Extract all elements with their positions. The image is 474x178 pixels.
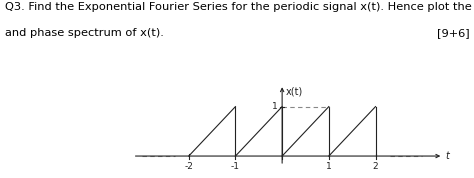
Text: -2: -2 [184, 163, 193, 171]
Text: t: t [446, 151, 449, 161]
Text: [9+6]: [9+6] [437, 28, 469, 38]
Text: and phase spectrum of x(t).: and phase spectrum of x(t). [5, 28, 164, 38]
Text: 2: 2 [373, 163, 378, 171]
Text: -1: -1 [231, 163, 240, 171]
Text: x(t): x(t) [286, 87, 303, 97]
Text: 1: 1 [326, 163, 332, 171]
Text: Q3. Find the Exponential Fourier Series for the periodic signal x(t). Hence plot: Q3. Find the Exponential Fourier Series … [5, 2, 474, 12]
Text: 1: 1 [272, 102, 277, 111]
